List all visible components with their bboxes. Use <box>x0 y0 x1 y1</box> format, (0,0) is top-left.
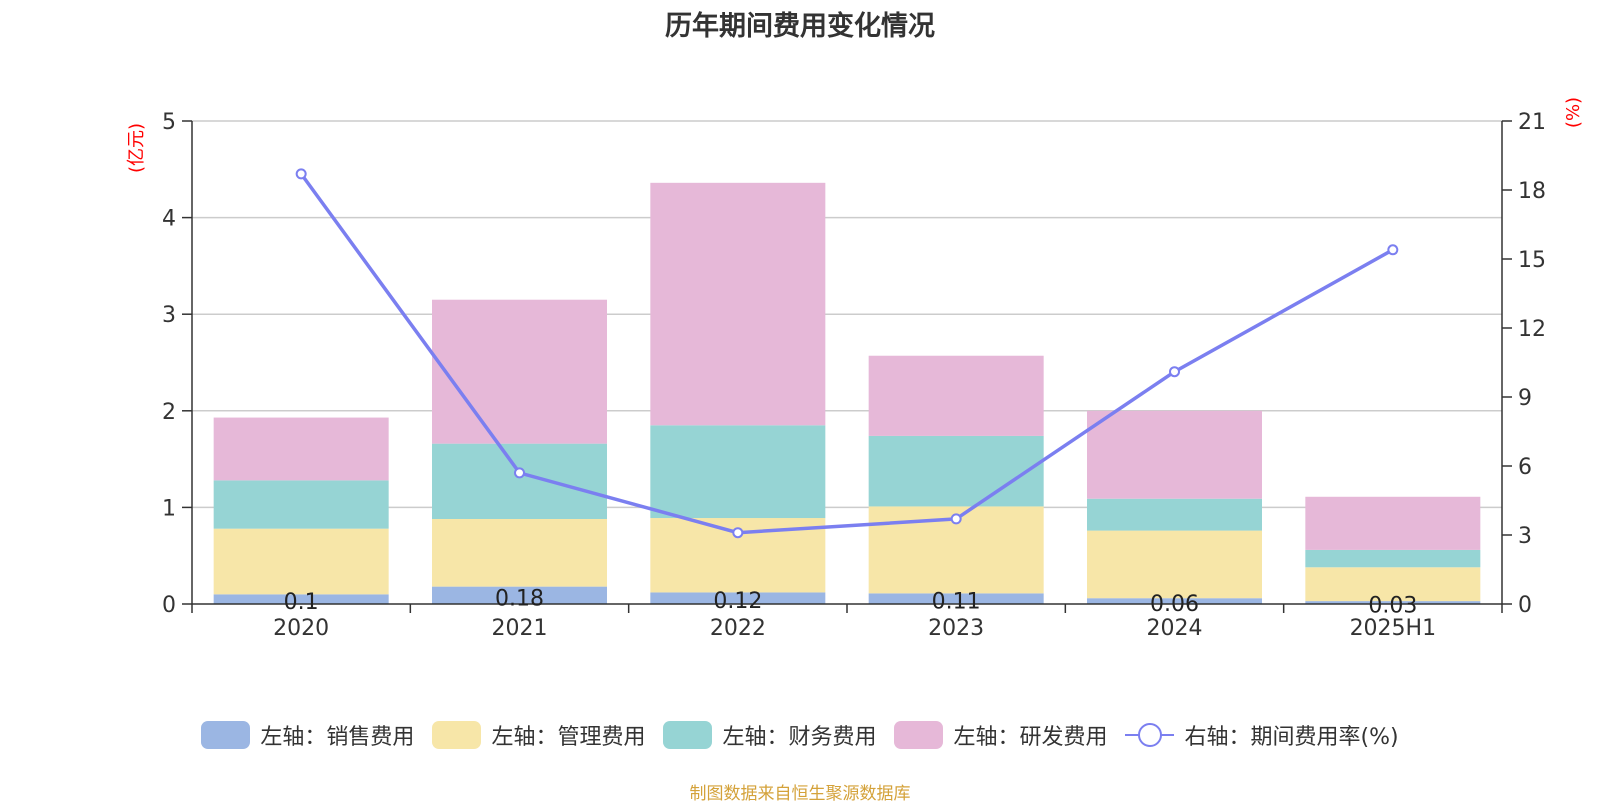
legend-label-rate: 右轴：期间费用率(%) <box>1184 725 1399 750</box>
bar-admin-2025H1 <box>1305 567 1481 602</box>
bar-sales-2022 <box>650 592 826 604</box>
right-axis-tick-label: 15 <box>1518 248 1546 273</box>
legend-label-finance: 左轴：财务费用 <box>722 725 877 750</box>
bar-rd-2023 <box>868 355 1044 436</box>
bar-rd-2021 <box>432 299 607 444</box>
legend-item-finance[interactable]: 左轴：财务费用 <box>663 719 876 751</box>
bar-finance-2025H1 <box>1305 549 1481 568</box>
bar-finance-2020 <box>213 480 389 529</box>
x-axis-tick-label: 2021 <box>492 616 548 641</box>
left-axis-tick-label: 4 <box>162 207 176 232</box>
rate-point-2021 <box>514 467 525 479</box>
legend-label-rd: 左轴：研发费用 <box>953 725 1108 750</box>
rate-line <box>299 172 1394 535</box>
left-axis-tick-label: 1 <box>162 496 176 521</box>
right-axis-tick-label: 9 <box>1518 386 1532 411</box>
rate-point-2020 <box>295 168 307 180</box>
source-note: 制图数据来自恒生聚源数据库 <box>689 784 911 804</box>
x-axis-tick-label: 2023 <box>928 616 984 641</box>
bar-rd-2025H1 <box>1305 496 1481 550</box>
data-label-sales-2024: 0.06 <box>1150 592 1199 617</box>
right-axis-tick-label: 18 <box>1518 179 1546 204</box>
bar-finance-2021 <box>432 443 607 519</box>
data-label-sales-2022: 0.12 <box>713 589 762 614</box>
bar-sales-2024 <box>1087 598 1262 604</box>
left-axis-tick-label: 3 <box>162 303 176 328</box>
legend-item-rd[interactable]: 左轴：研发费用 <box>894 719 1107 751</box>
legend-swatch-admin <box>432 721 482 749</box>
legend-item-rate[interactable]: 右轴：期间费用率(%) <box>1125 719 1399 751</box>
legend-item-sales[interactable]: 左轴：销售费用 <box>201 719 414 751</box>
legend-item-admin[interactable]: 左轴：管理费用 <box>432 719 645 751</box>
bar-sales-2023 <box>868 593 1044 604</box>
legend-label-sales: 左轴：销售费用 <box>260 725 415 750</box>
bar-finance-2022 <box>650 425 826 519</box>
left-axis-tick-label: 5 <box>162 110 176 135</box>
bar-admin-2024 <box>1087 530 1262 599</box>
bar-finance-2023 <box>868 435 1044 507</box>
legend-swatch-rate <box>1125 721 1175 749</box>
rate-point-2025H1 <box>1387 244 1399 256</box>
x-axis-tick-label: 2020 <box>273 616 329 641</box>
data-label-sales-2023: 0.11 <box>932 590 981 615</box>
legend-label-admin: 左轴：管理费用 <box>491 725 646 750</box>
data-label-sales-2020: 0.1 <box>284 590 319 615</box>
left-axis-tick-label: 0 <box>162 593 176 618</box>
bar-sales-2020 <box>213 594 389 604</box>
right-axis-tick-label: 6 <box>1518 455 1532 480</box>
right-axis-tick-label: 12 <box>1518 317 1546 342</box>
legend-swatch-rd <box>894 721 944 749</box>
legend-swatch-finance <box>663 721 713 749</box>
x-axis-tick-label: 2025H1 <box>1350 616 1437 641</box>
bar-admin-2021 <box>432 518 607 587</box>
right-axis-tick-label: 3 <box>1518 524 1532 549</box>
bar-rd-2024 <box>1087 410 1262 499</box>
data-label-sales-2021: 0.18 <box>495 586 544 611</box>
bar-rd-2020 <box>213 417 389 481</box>
bar-sales-2025H1 <box>1305 601 1481 604</box>
right-axis-tick-label: 21 <box>1518 110 1546 135</box>
bar-rd-2022 <box>650 182 826 426</box>
rate-point-2024 <box>1169 366 1180 378</box>
rate-point-2023 <box>950 513 962 525</box>
x-axis-tick-label: 2024 <box>1147 616 1203 641</box>
legend-swatch-sales <box>201 721 251 749</box>
right-axis-tick-label: 0 <box>1518 593 1532 618</box>
bar-sales-2021 <box>432 586 607 604</box>
rate-point-2022 <box>732 527 744 539</box>
legend: 左轴：销售费用 左轴：管理费用 左轴：财务费用 左轴：研发费用 右轴：期间费用率… <box>0 719 1600 751</box>
chart-title: 历年期间费用变化情况 <box>665 11 935 42</box>
x-axis-tick-label: 2022 <box>710 616 766 641</box>
left-axis-tick-label: 2 <box>162 400 176 425</box>
data-label-sales-2025H1: 0.03 <box>1368 594 1417 619</box>
bar-admin-2020 <box>213 528 389 595</box>
bar-finance-2024 <box>1087 498 1262 531</box>
